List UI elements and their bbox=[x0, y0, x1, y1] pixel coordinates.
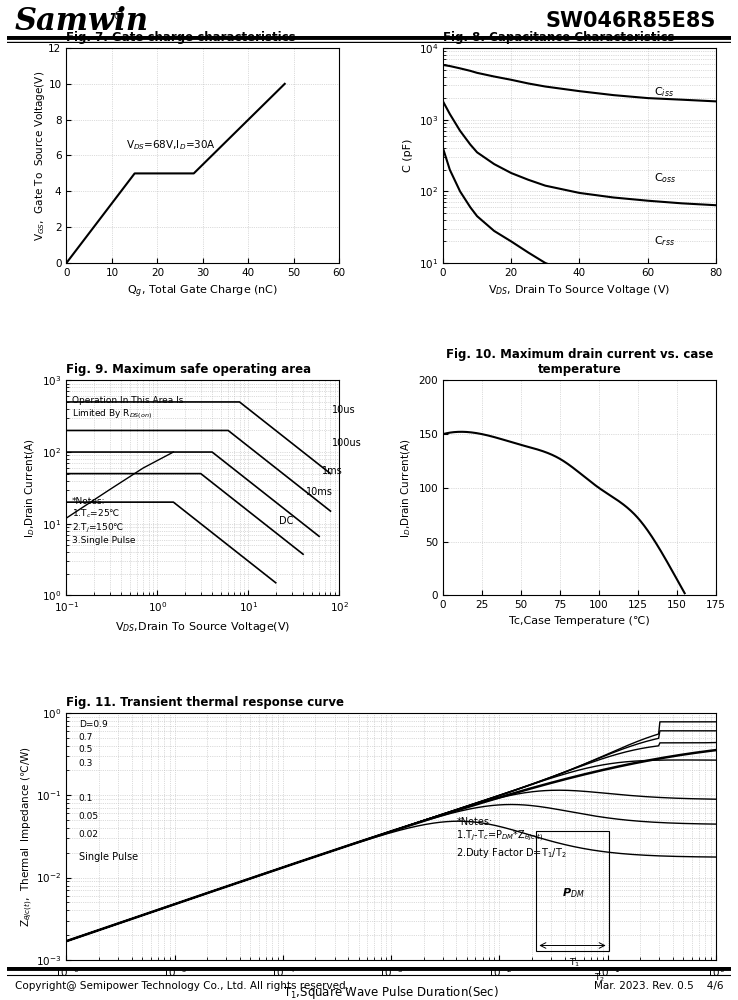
Text: 10ms: 10ms bbox=[306, 487, 333, 497]
Text: 0.3: 0.3 bbox=[79, 759, 93, 768]
Text: SW046R85E8S: SW046R85E8S bbox=[546, 11, 716, 31]
Text: *Notes:
1.T$_j$-T$_c$=P$_{DM}$*Z$_{\theta jc(t)}$
2.Duty Factor D=T$_1$/T$_2$: *Notes: 1.T$_j$-T$_c$=P$_{DM}$*Z$_{\thet… bbox=[456, 817, 567, 860]
Text: C$_{iss}$: C$_{iss}$ bbox=[655, 85, 675, 99]
Text: T$_2$: T$_2$ bbox=[594, 972, 605, 984]
Text: 0.5: 0.5 bbox=[79, 745, 93, 754]
Text: P$_{DM}$: P$_{DM}$ bbox=[562, 886, 585, 900]
Text: Samwin: Samwin bbox=[15, 6, 148, 37]
Text: V$_{DS}$=68V,I$_D$=30A: V$_{DS}$=68V,I$_D$=30A bbox=[125, 138, 215, 152]
Text: Mar. 2023. Rev. 0.5    4/6: Mar. 2023. Rev. 0.5 4/6 bbox=[594, 981, 723, 991]
X-axis label: T$_1$,Square Wave Pulse Duration(Sec): T$_1$,Square Wave Pulse Duration(Sec) bbox=[283, 984, 499, 1000]
Text: 1ms: 1ms bbox=[323, 466, 343, 476]
Text: ®: ® bbox=[112, 10, 125, 23]
Y-axis label: C (pF): C (pF) bbox=[403, 139, 413, 172]
Text: D=0.9: D=0.9 bbox=[79, 720, 108, 729]
Text: C$_{oss}$: C$_{oss}$ bbox=[655, 171, 677, 185]
Text: 10us: 10us bbox=[331, 405, 355, 415]
Text: Operation In This Area Is
Limited By R$_{DS(on)}$: Operation In This Area Is Limited By R$_… bbox=[72, 396, 183, 421]
Text: DC: DC bbox=[280, 516, 294, 526]
Bar bbox=[537, 831, 609, 951]
Text: Fig. 11. Transient thermal response curve: Fig. 11. Transient thermal response curv… bbox=[66, 696, 345, 709]
Text: T$_1$: T$_1$ bbox=[570, 957, 581, 969]
Y-axis label: I$_D$,Drain Current(A): I$_D$,Drain Current(A) bbox=[23, 438, 37, 538]
Text: 0.1: 0.1 bbox=[79, 794, 93, 803]
Text: 0.02: 0.02 bbox=[79, 830, 99, 839]
X-axis label: Q$_g$, Total Gate Charge (nC): Q$_g$, Total Gate Charge (nC) bbox=[128, 283, 278, 300]
Text: 0.7: 0.7 bbox=[79, 733, 93, 742]
Y-axis label: Z$_{\theta jc(t)}$,  Thermal  Impedance (℃/W): Z$_{\theta jc(t)}$, Thermal Impedance (℃… bbox=[19, 746, 35, 927]
X-axis label: V$_{DS}$,Drain To Source Voltage(V): V$_{DS}$,Drain To Source Voltage(V) bbox=[115, 620, 291, 634]
Text: Copyright@ Semipower Technology Co., Ltd. All rights reserved.: Copyright@ Semipower Technology Co., Ltd… bbox=[15, 981, 348, 991]
Title: Fig. 10. Maximum drain current vs. case
temperature: Fig. 10. Maximum drain current vs. case … bbox=[446, 348, 713, 376]
X-axis label: Tc,Case Temperature (℃): Tc,Case Temperature (℃) bbox=[509, 616, 649, 626]
Y-axis label: V$_{GS}$,  Gate To  Source Voltage(V): V$_{GS}$, Gate To Source Voltage(V) bbox=[33, 70, 47, 241]
Text: Fig. 9. Maximum safe operating area: Fig. 9. Maximum safe operating area bbox=[66, 363, 311, 376]
Text: C$_{rss}$: C$_{rss}$ bbox=[655, 235, 675, 248]
Text: *Notes:
1.T$_c$=25℃
2.T$_j$=150℃
3.Single Pulse: *Notes: 1.T$_c$=25℃ 2.T$_j$=150℃ 3.Singl… bbox=[72, 497, 136, 545]
Text: Fig. 7. Gate charge characteristics: Fig. 7. Gate charge characteristics bbox=[66, 31, 296, 44]
Text: 100us: 100us bbox=[331, 438, 361, 448]
X-axis label: V$_{DS}$, Drain To Source Voltage (V): V$_{DS}$, Drain To Source Voltage (V) bbox=[489, 283, 671, 297]
Text: Fig. 8. Capacitance Characteristics: Fig. 8. Capacitance Characteristics bbox=[443, 31, 675, 44]
Text: Single Pulse: Single Pulse bbox=[79, 852, 138, 862]
Text: 0.05: 0.05 bbox=[79, 812, 99, 821]
Y-axis label: I$_D$,Drain Current(A): I$_D$,Drain Current(A) bbox=[399, 438, 413, 538]
